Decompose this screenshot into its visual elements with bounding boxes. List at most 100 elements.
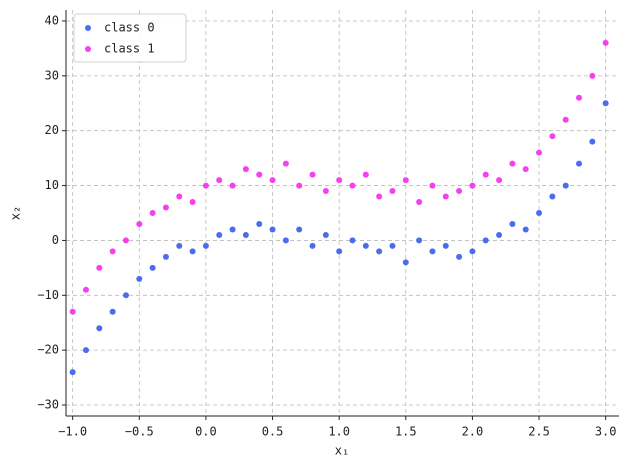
scatter-point <box>389 188 396 195</box>
scatter-point <box>389 242 396 249</box>
scatter-point <box>109 248 116 255</box>
scatter-point <box>589 138 596 145</box>
scatter-point <box>96 325 103 332</box>
scatter-point <box>562 182 569 189</box>
y-tick-label: 30 <box>45 68 59 82</box>
scatter-point <box>136 220 143 227</box>
scatter-point <box>469 248 476 255</box>
scatter-point <box>282 160 289 167</box>
scatter-point <box>549 193 556 200</box>
scatter-point <box>362 171 369 178</box>
scatter-point <box>122 292 129 299</box>
scatter-point <box>202 242 209 249</box>
scatter-point <box>242 231 249 238</box>
scatter-point <box>416 237 423 244</box>
scatter-point <box>69 369 76 376</box>
scatter-point <box>82 347 89 354</box>
scatter-point <box>402 177 409 184</box>
y-tick-label: 10 <box>45 178 59 192</box>
scatter-point <box>456 253 463 260</box>
scatter-point <box>229 182 236 189</box>
scatter-point <box>269 226 276 233</box>
scatter-point <box>536 210 543 216</box>
x-tick-label: 1.5 <box>395 425 417 439</box>
scatter-point <box>162 204 169 211</box>
scatter-point <box>349 182 356 189</box>
scatter-point <box>442 193 449 200</box>
legend-marker <box>85 25 91 31</box>
scatter-point <box>69 308 76 315</box>
scatter-point <box>322 231 329 238</box>
scatter-point <box>589 72 596 79</box>
scatter-point <box>496 177 503 184</box>
scatter-point <box>509 160 516 167</box>
scatter-point <box>109 308 116 315</box>
x-tick-label: 0.0 <box>195 425 217 439</box>
scatter-point <box>296 182 303 189</box>
scatter-point <box>336 248 343 255</box>
scatter-point <box>162 253 169 260</box>
scatter-point <box>349 237 356 244</box>
scatter-point <box>536 149 543 156</box>
scatter-point <box>242 166 249 173</box>
scatter-point <box>96 264 103 271</box>
scatter-point <box>322 188 329 195</box>
scatter-point <box>176 242 183 249</box>
x-tick-label: 0.5 <box>262 425 284 439</box>
scatter-point <box>309 171 316 178</box>
scatter-point <box>576 94 583 101</box>
scatter-point <box>82 286 89 293</box>
scatter-point <box>482 171 489 178</box>
scatter-point <box>602 100 609 107</box>
scatter-point <box>376 193 383 200</box>
scatter-point <box>229 226 236 233</box>
legend-label: class 1 <box>104 42 155 56</box>
y-tick-label: −30 <box>37 398 59 412</box>
scatter-point <box>136 275 143 282</box>
scatter-point <box>189 248 196 255</box>
x-tick-label: 1.0 <box>328 425 350 439</box>
scatter-point <box>522 226 529 233</box>
scatter-point <box>176 193 183 200</box>
scatter-point <box>602 39 609 46</box>
scatter-point <box>496 231 503 238</box>
y-tick-label: 0 <box>52 233 59 247</box>
x-axis-label: x₁ <box>335 444 349 458</box>
scatter-point <box>296 226 303 233</box>
y-axis-label: x₂ <box>9 206 23 220</box>
legend-label: class 0 <box>104 21 155 35</box>
scatter-point <box>482 237 489 244</box>
y-tick-label: 20 <box>45 123 59 137</box>
scatter-point <box>429 248 436 255</box>
legend-box <box>73 13 187 63</box>
y-tick-label: −20 <box>37 343 59 357</box>
scatter-point <box>149 210 156 216</box>
scatter-point <box>122 237 129 244</box>
scatter-point <box>469 182 476 189</box>
scatter-point <box>576 160 583 167</box>
scatter-point <box>202 182 209 189</box>
x-tick-label: 3.0 <box>595 425 617 439</box>
scatter-point <box>269 177 276 184</box>
y-tick-label: −10 <box>37 288 59 302</box>
scatter-point <box>429 182 436 189</box>
scatter-point <box>189 199 196 206</box>
scatter-point <box>256 171 263 178</box>
scatter-point <box>549 133 556 140</box>
scatter-point <box>402 259 409 266</box>
scatter-point <box>376 248 383 255</box>
x-tick-label: −1.0 <box>58 425 87 439</box>
scatter-point <box>442 242 449 249</box>
x-tick-label: 2.0 <box>462 425 484 439</box>
scatter-point <box>456 188 463 195</box>
x-tick-label: 2.5 <box>528 425 550 439</box>
scatter-point <box>216 231 223 238</box>
legend-marker <box>85 46 91 52</box>
y-tick-label: 40 <box>45 13 59 27</box>
x-tick-label: −0.5 <box>125 425 154 439</box>
scatter-point <box>149 264 156 271</box>
scatter-point <box>522 166 529 173</box>
scatter-point <box>256 220 263 227</box>
scatter-point <box>282 237 289 244</box>
